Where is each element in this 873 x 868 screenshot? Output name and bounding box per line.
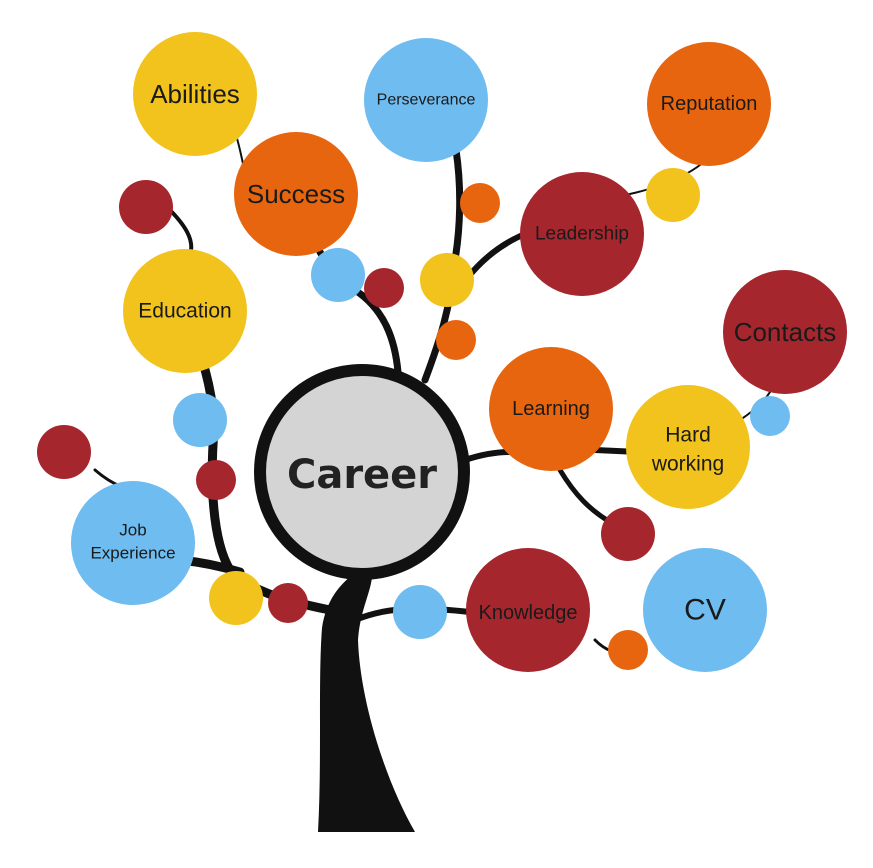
node-label: Abilities	[150, 79, 240, 109]
center-label: Career	[287, 452, 437, 498]
dot	[268, 583, 308, 623]
node-learning: Learning	[489, 347, 613, 471]
branch-dot-lower-right	[557, 467, 613, 525]
node-reputation: Reputation	[647, 42, 771, 166]
dot	[750, 396, 790, 436]
node-perseverance: Perseverance	[364, 38, 488, 162]
dot	[601, 507, 655, 561]
node-contacts: Contacts	[723, 270, 847, 394]
node-label: CV	[684, 594, 726, 627]
branch-learning	[462, 449, 513, 463]
node-label: Success	[247, 179, 345, 209]
dot	[646, 168, 700, 222]
node-label-line-1: Job	[119, 521, 146, 540]
dot	[119, 180, 173, 234]
node-label: Education	[138, 300, 231, 323]
node-label-line-2: Experience	[90, 544, 175, 563]
concept-nodes: Abilities Success Perseverance Reputatio…	[71, 32, 847, 672]
node-abilities: Abilities	[133, 32, 257, 156]
dot	[37, 425, 91, 479]
dot	[196, 460, 236, 500]
dot	[436, 320, 476, 360]
dot	[364, 268, 404, 308]
decorative-dots	[37, 168, 790, 670]
dot	[209, 571, 263, 625]
node-knowledge: Knowledge	[466, 548, 590, 672]
dot	[460, 183, 500, 223]
node-label-line-2: working	[651, 453, 724, 476]
dot	[311, 248, 365, 302]
node-job-experience: Job Experience	[71, 481, 195, 605]
dot	[420, 253, 474, 307]
dot	[608, 630, 648, 670]
node-leadership: Leadership	[520, 172, 644, 296]
node-education: Education	[123, 249, 247, 373]
dot	[393, 585, 447, 639]
center-circle	[254, 364, 470, 580]
node-label: Learning	[512, 398, 590, 420]
dot	[173, 393, 227, 447]
center-node: Career	[254, 364, 470, 580]
node-label: Perseverance	[377, 92, 476, 109]
node-label: Leadership	[535, 224, 629, 245]
node-hard-working: Hard working	[626, 385, 750, 509]
branch-left	[191, 335, 335, 615]
node-label: Reputation	[661, 93, 758, 115]
node-label: Contacts	[734, 317, 837, 347]
node-label-line-1: Hard	[665, 424, 711, 447]
node-success: Success	[234, 132, 358, 256]
node-label: Knowledge	[479, 602, 578, 624]
tree-trunk	[318, 575, 415, 832]
node-cv: CV	[643, 548, 767, 672]
